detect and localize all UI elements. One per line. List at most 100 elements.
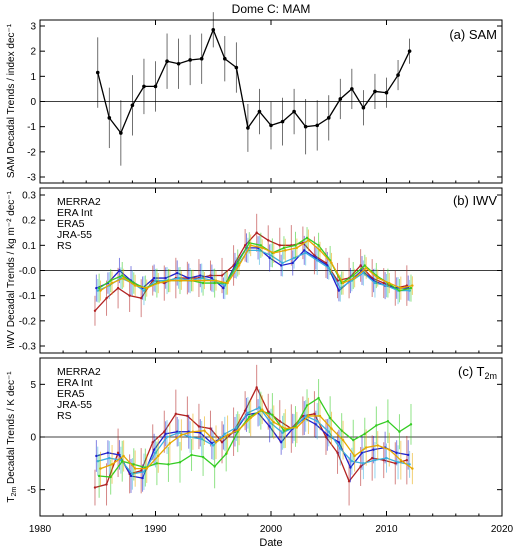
series-line — [100, 408, 413, 470]
data-point — [375, 424, 378, 427]
data-point — [258, 249, 261, 252]
y-tick-label: -1 — [27, 122, 36, 133]
data-point — [214, 279, 218, 282]
data-point — [376, 444, 379, 447]
data-point — [145, 286, 148, 290]
data-point — [197, 425, 201, 428]
data-point — [249, 244, 252, 247]
data-point — [187, 276, 190, 280]
data-point — [307, 239, 310, 242]
y-tick-label: 0.1 — [22, 241, 36, 252]
data-point — [223, 432, 226, 436]
y-tick-label: -3 — [27, 173, 36, 184]
data-point — [133, 467, 137, 470]
data-point — [373, 89, 377, 94]
data-point — [317, 396, 320, 400]
data-point — [341, 281, 345, 285]
y-tick-label: 1 — [30, 72, 36, 83]
data-point — [339, 447, 342, 450]
data-point — [177, 276, 180, 280]
data-point — [226, 433, 229, 437]
legend-entry: MERRA2 — [57, 366, 101, 378]
data-point — [318, 249, 322, 252]
data-point — [132, 463, 135, 466]
data-point — [272, 421, 275, 424]
data-point — [314, 423, 318, 426]
data-point — [116, 451, 120, 454]
data-point — [168, 442, 172, 445]
y-tick-label: 2 — [30, 47, 36, 58]
data-point — [382, 458, 385, 462]
data-point — [237, 428, 241, 431]
data-point — [133, 284, 137, 287]
data-point — [186, 414, 189, 418]
data-point — [200, 437, 203, 441]
data-point — [258, 406, 261, 409]
data-point — [223, 284, 226, 287]
data-point — [271, 413, 274, 417]
data-point — [109, 279, 112, 282]
x-tick-label: 1990 — [144, 524, 167, 535]
data-point — [353, 276, 356, 280]
legend-entry: MERRA2 — [57, 196, 101, 208]
data-point — [284, 427, 287, 430]
data-point — [281, 431, 284, 434]
data-point — [155, 462, 159, 465]
data-point — [257, 109, 262, 114]
data-point — [139, 469, 143, 472]
data-point — [295, 426, 299, 429]
data-point — [152, 448, 156, 451]
data-point — [350, 87, 354, 91]
series-rs — [99, 395, 414, 487]
data-point — [337, 289, 341, 292]
series-jra-55 — [97, 379, 413, 498]
legend-entry: RS — [57, 240, 72, 252]
data-point — [259, 244, 263, 247]
data-point — [97, 474, 101, 478]
data-point — [370, 456, 374, 460]
data-point — [167, 463, 170, 466]
data-point — [203, 279, 206, 282]
data-point — [272, 251, 275, 255]
data-point — [212, 444, 215, 447]
data-point — [313, 412, 316, 416]
data-point — [337, 441, 341, 444]
data-point — [118, 269, 121, 272]
panel-b-label: (b) IWV — [453, 193, 497, 208]
data-point — [201, 281, 205, 285]
panel-c-ylabel: T2m Decadal Trends / K dec⁻¹ — [6, 371, 18, 503]
y-tick-label: -0.2 — [19, 316, 37, 327]
data-point — [119, 131, 123, 135]
data-point — [121, 460, 124, 463]
data-point — [109, 475, 112, 479]
data-point — [145, 467, 148, 470]
data-point — [122, 276, 125, 280]
x-tick-label: 2000 — [260, 524, 283, 535]
data-point — [177, 431, 180, 434]
data-point — [362, 462, 365, 465]
data-point — [316, 259, 319, 262]
data-point — [267, 239, 270, 242]
data-point — [142, 289, 146, 292]
panel-a: -3 -2 -1 0 1 2 3 — [27, 12, 502, 184]
panel-b-ylabel: IWV Decadal Trends / kg m⁻² dec⁻¹ — [6, 190, 17, 348]
data-point — [385, 456, 388, 460]
data-point — [190, 453, 193, 457]
data-point — [95, 454, 98, 458]
data-point — [191, 279, 195, 282]
data-point — [396, 461, 400, 464]
data-point — [188, 435, 192, 439]
data-point — [382, 281, 385, 285]
data-point — [261, 246, 264, 250]
data-point — [249, 416, 252, 420]
data-point — [128, 294, 131, 297]
data-point — [213, 281, 216, 285]
data-point — [295, 246, 299, 250]
data-point — [359, 264, 362, 267]
data-point — [364, 266, 368, 270]
data-point — [341, 438, 345, 442]
data-point — [163, 430, 166, 433]
data-point — [292, 256, 296, 260]
data-point — [110, 463, 114, 466]
